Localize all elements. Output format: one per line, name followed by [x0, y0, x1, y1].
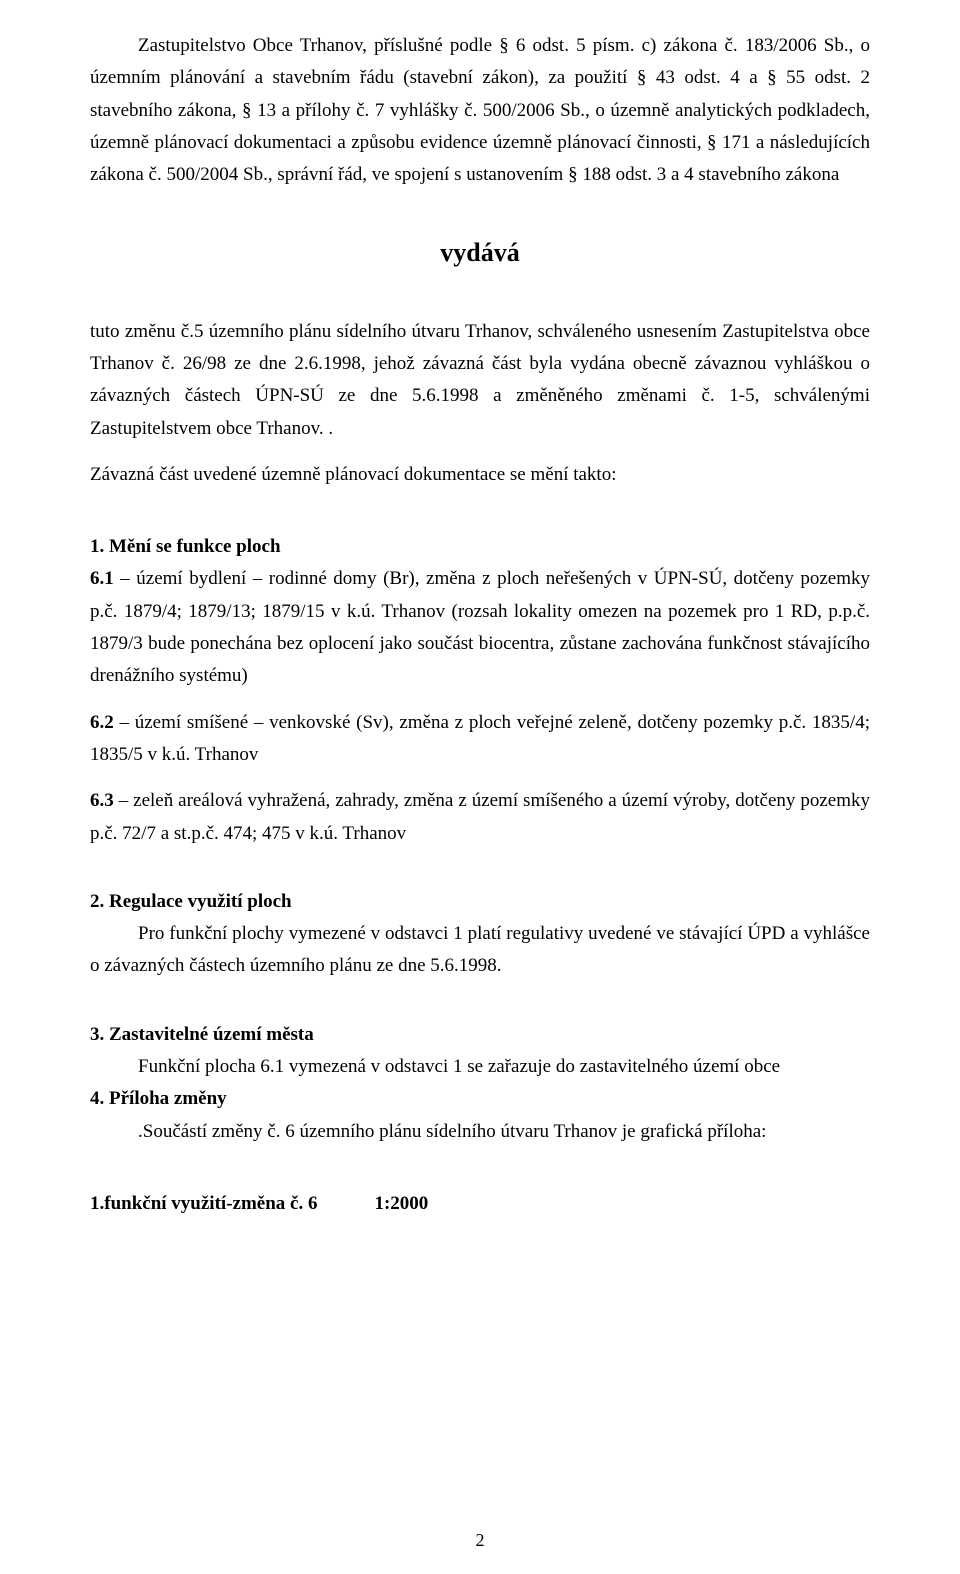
page-number: 2 — [0, 1525, 960, 1556]
item-text-6-3: – zeleň areálová vyhražená, zahrady, změ… — [90, 790, 870, 843]
item-number-6-3: 6.3 — [90, 790, 114, 811]
section-3-text: Funkční plocha 6.1 vymezená v odstavci 1… — [90, 1051, 870, 1083]
change-paragraph: tuto změnu č.5 územního plánu sídelního … — [90, 316, 870, 445]
item-number-6-2: 6.2 — [90, 712, 114, 733]
change-line-2: Závazná část uvedené územně plánovací do… — [90, 459, 870, 491]
section-1-item-1: 6.1 – území bydlení – rodinné domy (Br),… — [90, 563, 870, 692]
document-page: Zastupitelstvo Obce Trhanov, příslušné p… — [0, 0, 960, 1574]
section-1-item-2: 6.2 – území smíšené – venkovské (Sv), zm… — [90, 707, 870, 772]
section-4-text: .Součástí změny č. 6 územního plánu síde… — [90, 1116, 870, 1148]
item-number-6-1: 6.1 — [90, 568, 114, 589]
item-text-6-1: – území bydlení – rodinné domy (Br), změ… — [90, 568, 870, 686]
section-3-heading: 3. Zastavitelné území města — [90, 1019, 870, 1051]
section-4-heading: 4. Příloha změny — [90, 1083, 870, 1115]
heading-vydava: vydává — [90, 231, 870, 275]
intro-paragraph: Zastupitelstvo Obce Trhanov, příslušné p… — [90, 30, 870, 191]
section-2-text: Pro funkční plochy vymezené v odstavci 1… — [90, 918, 870, 983]
item-text-6-2: – území smíšené – venkovské (Sv), změna … — [90, 712, 870, 765]
section-2-heading: 2. Regulace využití ploch — [90, 886, 870, 918]
section-1-item-3: 6.3 – zeleň areálová vyhražená, zahrady,… — [90, 785, 870, 850]
section-1-heading: 1. Mění se funkce ploch — [90, 531, 870, 563]
footer-attachment-item: 1.funkční využití-změna č. 6 1:2000 — [90, 1188, 870, 1220]
